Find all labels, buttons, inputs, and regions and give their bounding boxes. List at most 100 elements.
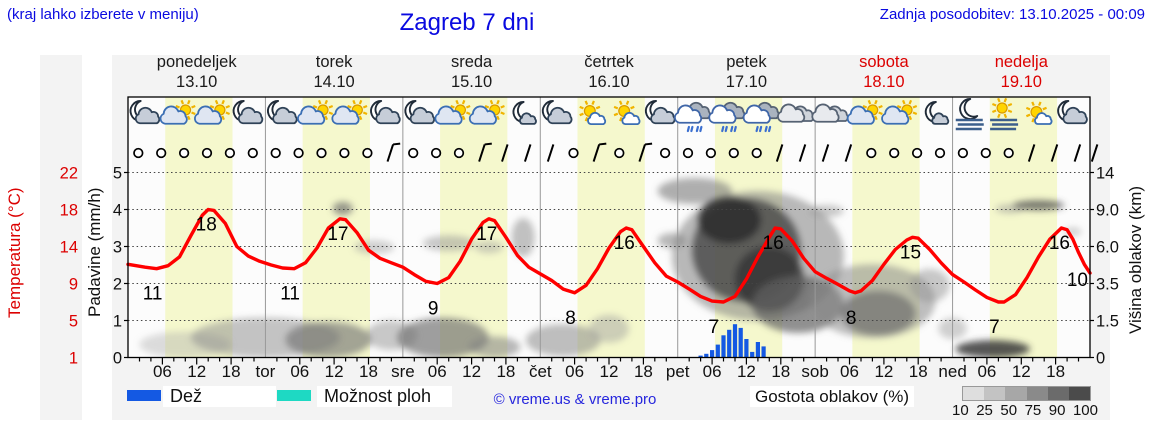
day-abbrev: pet [666,362,690,381]
cloudheight-tick: 9.0 [1096,202,1119,220]
hour-label: 18 [909,362,928,381]
cloud-blob [909,268,950,303]
precip-tick: 0 [113,350,122,368]
temp-value-label: 17 [327,224,348,245]
hour-label: 06 [703,362,722,381]
wind-symbol-calm [178,147,190,159]
density-step [963,387,985,400]
weather-icon-rain-cloud [708,101,746,133]
wind-symbol-calm [316,147,327,159]
last-update: Zadnja posodobitev: 13.10.2025 - 00:09 [879,6,1145,23]
hour-label: 18 [222,362,241,381]
wind-symbol-calm [705,147,717,159]
hour-label: 06 [428,362,447,381]
cloud-blob [422,235,475,251]
day-abbrev: sre [391,362,415,381]
cloud-density-ticks: 10 25 50 75 90 100 [952,402,1098,419]
hour-label: 06 [840,362,859,381]
temp-value-label: 11 [143,284,163,305]
temp-value-label: 18 [196,215,217,236]
weather-icon-rain-cloud [742,101,780,133]
weather-icon-cloud-sun [881,99,918,125]
wind-symbol-barb [1073,144,1082,162]
wind-symbol-calm [339,147,350,159]
rain-legend-swatch [127,390,161,401]
temp-value-label: 17 [476,224,497,245]
temp-tick: 1 [69,350,78,368]
cloud-blob [1012,200,1065,211]
rain-bar [710,350,715,358]
day-date: 14.10 [313,73,354,91]
weather-icon-moon-cloud [1057,100,1088,125]
day-date: 17.10 [726,73,767,91]
weather-icon-cloud-sun [846,99,883,125]
day-abbrev: sob [801,362,828,381]
weather-icon-gray-clouds [811,103,849,123]
day-date: 19.10 [1001,73,1042,91]
cloud-blob [809,205,844,217]
wind-symbol-calm [156,147,167,159]
density-tick: 75 [1024,402,1042,419]
day-name: sreda [451,53,493,71]
cloud-blob [397,317,489,358]
temp-value-label: 7 [989,317,1000,338]
temp-value-label: 9 [428,299,439,320]
weather-icon-moon-small-cloud [924,101,950,125]
cloud-blob [589,314,629,343]
hour-label: 12 [737,362,756,381]
wind-symbol-barb [592,142,607,162]
rain-bar [727,329,732,358]
weather-icon-moon-fog [955,98,984,131]
hour-label: 12 [600,362,619,381]
rain-bar [721,335,726,358]
wind-symbol-calm [957,147,969,159]
wind-symbol-calm [224,147,236,159]
day-abbrev: tor [255,362,275,381]
rain-bar [744,339,749,358]
wind-symbol-barb [478,142,492,162]
hour-label: 12 [1012,362,1031,381]
temp-value-label: 16 [1049,233,1070,254]
cloud-blob [526,324,601,357]
temp-value-label: 7 [709,317,720,338]
copyright-text: © vreme.us & vreme.pro [493,391,657,408]
hour-label: 06 [153,362,172,381]
wind-symbol-calm [293,147,304,159]
rain-bar [698,355,703,358]
wind-symbol-calm [751,147,762,159]
cloudheight-tick: 1.5 [1096,313,1119,331]
rain-bar [715,344,720,358]
weather-icon-rain-cloud [674,101,711,133]
day-name: nedelja [995,53,1049,71]
temp-tick: 5 [69,313,78,331]
daylight-band [165,97,233,358]
hour-label: 06 [290,362,309,381]
cloud-density-gradient [962,386,1091,401]
wind-symbol-barb [546,144,555,162]
precip-tick: 2 [113,276,122,294]
page-title: Zagreb 7 dni [399,9,535,36]
hour-label: 06 [977,362,996,381]
wind-symbol-barb [775,144,784,162]
weather-icon-sun-cloud [579,100,607,125]
weather-icon-cloud-sun [468,99,505,125]
daylight-band [577,97,645,358]
temp-value-label: 10 [1067,270,1088,291]
density-tick: 100 [1072,402,1098,419]
wind-symbols-row [133,142,1099,162]
wind-symbol-calm [682,147,694,159]
day-name: četrtek [584,53,634,71]
hour-label: 12 [874,362,893,381]
hour-label: 18 [634,362,653,381]
cloud-blob [354,240,395,254]
showers-legend-swatch [277,390,311,401]
cloud-blob [697,196,761,244]
wind-symbol-barb [1027,144,1036,162]
wind-symbol-calm [133,147,144,159]
weather-icon-moon-cloud [267,100,298,125]
cloud-blob [657,178,733,204]
cloud-shading [139,178,1082,358]
cloud-blob [511,218,535,257]
weather-icon-cloud-sun [297,99,334,125]
